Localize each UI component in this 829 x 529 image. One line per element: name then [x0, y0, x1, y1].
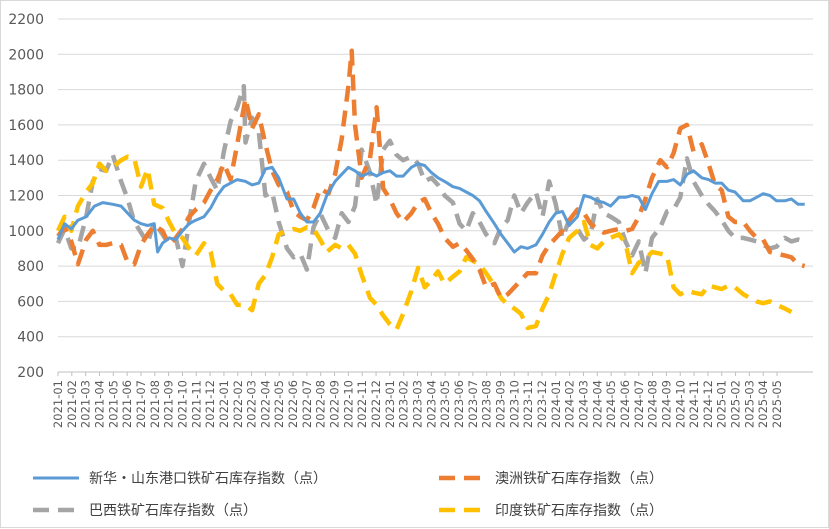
- series-line-0: [56, 162, 805, 254]
- x-tick-label: 2024-08: [646, 380, 660, 428]
- x-axis: 2021-01 2021-02 2021-03 2021-04 2021-05 2021-…: [51, 372, 784, 428]
- x-tick-label: 2022-10: [341, 380, 355, 428]
- y-tick-label: 800: [17, 259, 44, 275]
- x-tick-label: 2022-04: [258, 380, 272, 428]
- x-tick-label: 2022-06: [286, 380, 300, 428]
- x-tick-label: 2023-02: [397, 380, 411, 428]
- x-tick-label: 2023-12: [535, 380, 549, 428]
- x-tick-label: 2023-11: [521, 380, 535, 428]
- x-tick-label: 2022-08: [314, 380, 328, 428]
- x-tick-label: 2025-05: [770, 380, 784, 428]
- x-tick-label: 2024-12: [701, 380, 715, 428]
- y-axis: 200 400 600 800 1000 1200 1400 1600 1800 2000 2200: [8, 12, 44, 381]
- x-tick-label: 2022-03: [245, 380, 259, 428]
- x-tick-label: 2023-04: [424, 380, 438, 428]
- x-tick-label: 2024-04: [590, 380, 604, 428]
- x-tick-label: 2025-01: [715, 380, 729, 428]
- y-tick-label: 400: [17, 330, 44, 346]
- x-tick-label: 2021-04: [92, 380, 106, 428]
- x-tick-label: 2022-09: [328, 380, 342, 428]
- x-tick-label: 2024-06: [618, 380, 632, 428]
- x-tick-label: 2022-01: [217, 380, 231, 428]
- x-tick-label: 2021-12: [203, 380, 217, 428]
- x-tick-label: 2025-04: [756, 380, 770, 428]
- legend: 新华・山东港口铁矿石库存指数（点） 澳洲铁矿石库存指数（点） 巴西铁矿石库存指数（点…: [33, 471, 663, 519]
- x-tick-label: 2021-05: [106, 380, 120, 428]
- x-tick-label: 2023-10: [507, 380, 521, 428]
- x-tick-label: 2024-09: [659, 380, 673, 428]
- x-tick-label: 2024-02: [563, 380, 577, 428]
- x-tick-label: 2024-11: [687, 380, 701, 428]
- y-tick-label: 1000: [8, 224, 44, 240]
- x-tick-label: 2023-07: [466, 380, 480, 428]
- x-tick-label: 2021-02: [65, 380, 79, 428]
- x-tick-label: 2023-03: [411, 380, 425, 428]
- legend-label-3: 印度铁矿石库存指数（点）: [495, 503, 663, 519]
- x-tick-label: 2023-05: [438, 380, 452, 428]
- legend-label-1: 澳洲铁矿石库存指数（点）: [495, 471, 663, 487]
- x-tick-label: 2023-08: [480, 380, 494, 428]
- x-tick-label: 2021-09: [162, 380, 176, 428]
- y-tick-label: 2000: [8, 47, 44, 63]
- series-line-2: [55, 83, 806, 276]
- series-line-3: [55, 154, 793, 332]
- x-tick-label: 2025-02: [729, 380, 743, 428]
- x-tick-label: 2022-11: [355, 380, 369, 428]
- y-tick-label: 2200: [8, 12, 44, 28]
- x-tick-label: 2024-05: [604, 380, 618, 428]
- series-lines: [55, 48, 806, 332]
- x-tick-label: 2025-03: [742, 380, 756, 428]
- x-tick-label: 2022-07: [300, 380, 314, 428]
- y-tick-label: 1400: [8, 153, 44, 169]
- x-tick-label: 2023-09: [493, 380, 507, 428]
- x-tick-label: 2021-01: [51, 380, 65, 428]
- series-line-1: [56, 48, 806, 301]
- x-tick-label: 2021-07: [134, 380, 148, 428]
- x-tick-label: 2021-10: [175, 380, 189, 428]
- y-tick-label: 1800: [8, 83, 44, 99]
- x-tick-label: 2021-06: [120, 380, 134, 428]
- x-tick-label: 2024-01: [549, 380, 563, 428]
- x-tick-label: 2024-10: [673, 380, 687, 428]
- x-tick-label: 2022-05: [272, 380, 286, 428]
- x-tick-label: 2021-11: [189, 380, 203, 428]
- x-tick-label: 2023-01: [383, 380, 397, 428]
- x-tick-label: 2024-03: [576, 380, 590, 428]
- x-tick-label: 2021-03: [79, 380, 93, 428]
- x-tick-label: 2024-07: [632, 380, 646, 428]
- x-tick-label: 2021-08: [148, 380, 162, 428]
- x-tick-label: 2022-02: [231, 380, 245, 428]
- y-tick-label: 1200: [8, 189, 44, 205]
- legend-label-0: 新华・山东港口铁矿石库存指数（点）: [89, 471, 327, 487]
- y-tick-label: 600: [17, 294, 44, 310]
- x-tick-label: 2022-12: [369, 380, 383, 428]
- y-tick-label: 1600: [8, 118, 44, 134]
- y-tick-label: 200: [17, 365, 44, 381]
- x-tick-label: 2023-06: [452, 380, 466, 428]
- legend-label-2: 巴西铁矿石库存指数（点）: [89, 503, 257, 519]
